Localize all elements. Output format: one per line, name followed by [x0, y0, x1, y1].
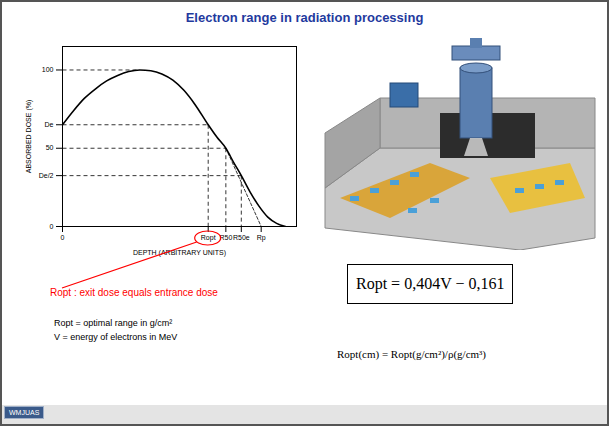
svg-text:ABSORBED DOSE (%): ABSORBED DOSE (%)	[25, 100, 33, 174]
html-text:Ropt(cm) = Ropt(g/cm²)/ρ(g/cm³: Ropt(cm) = Ropt(g/cm²)/ρ(g/cm³)	[337, 348, 486, 360]
html-text:Ropt = optimal range in g/cm²: Ropt = optimal range in g/cm²	[54, 318, 173, 328]
svg-text:DEPTH (ARBITRARY UNITS): DEPTH (ARBITRARY UNITS)	[133, 249, 226, 257]
svg-text:Rp: Rp	[257, 234, 266, 242]
html-text:WMJUAS: WMJUAS	[9, 409, 40, 416]
svg-text:Ropt: Ropt	[201, 234, 216, 242]
html-text:Electron range in radiation pr: Electron range in radiation processing	[185, 10, 424, 25]
svg-text:0: 0	[50, 223, 54, 230]
svg-text:50: 50	[46, 144, 54, 151]
html-text:V = energy of electrons in MeV: V = energy of electrons in MeV	[54, 332, 178, 342]
svg-text:De/2: De/2	[39, 172, 54, 179]
svg-text:R50: R50	[219, 234, 232, 241]
svg-text:De: De	[45, 121, 54, 128]
svg-text:R50e: R50e	[233, 234, 250, 241]
svg-text:100: 100	[42, 66, 54, 73]
html-text:Ropt = 0,404V − 0,161: Ropt = 0,404V − 0,161	[356, 275, 505, 292]
svg-text:0: 0	[61, 234, 65, 241]
html-text:Ropt : exit dose equals entran: Ropt : exit dose equals entrance dose	[50, 287, 218, 298]
